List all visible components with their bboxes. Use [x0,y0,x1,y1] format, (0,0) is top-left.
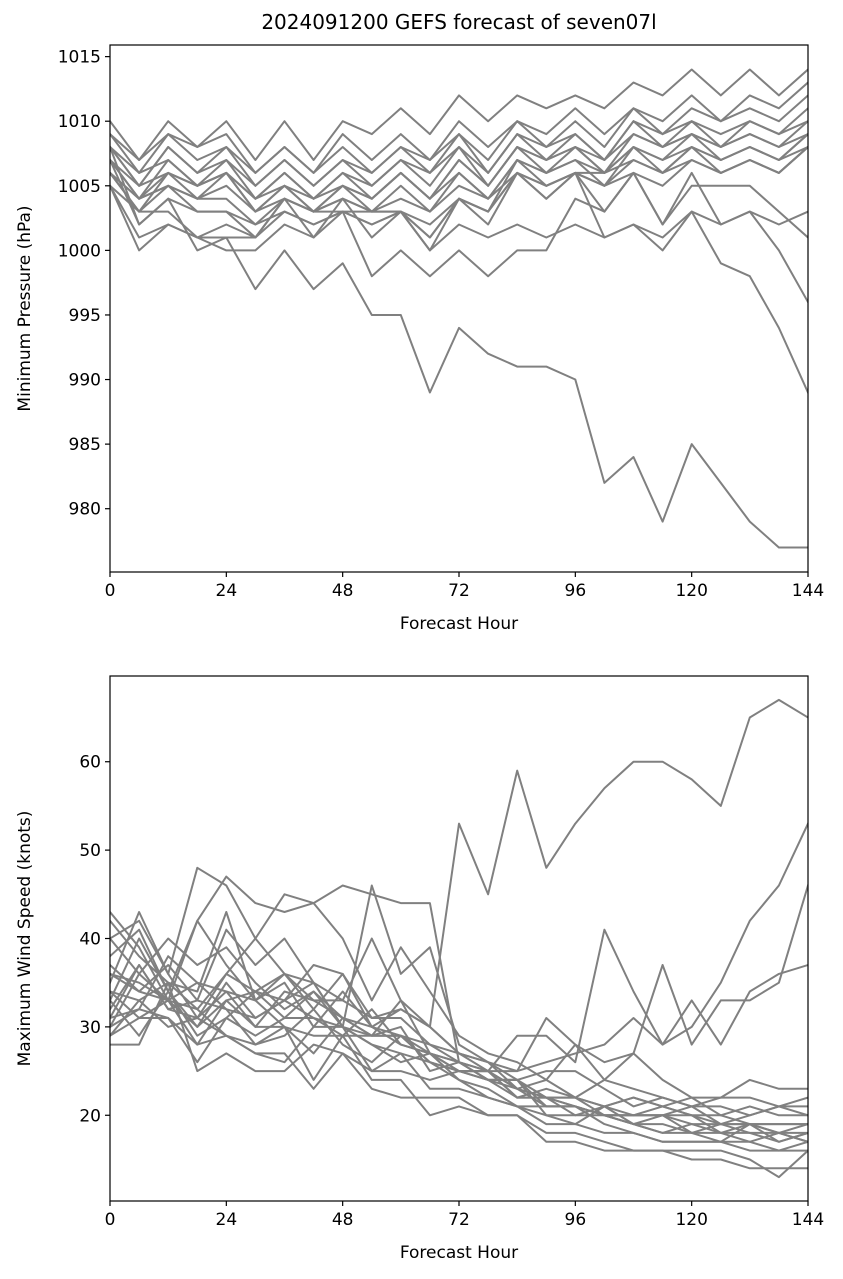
pressure-y-tick-label: 985 [69,435,101,455]
wind-series-17-line [110,981,808,1152]
pressure-y-axis-label: Minimum Pressure (hPa) [15,205,35,411]
wind-y-tick-label: 30 [79,1018,101,1038]
pressure-series-1-line [110,68,808,161]
pressure-series-group [110,68,808,549]
pressure-series-2-line [110,81,808,174]
pressure-series-17-line [110,184,808,252]
pressure-x-tick-label: 24 [216,581,238,601]
wind-x-tick-label: 0 [105,1210,116,1230]
pressure-x-tick-label: 144 [792,581,824,601]
wind-series-1-line [110,698,808,1028]
wind-series-3-line [110,866,808,1099]
pressure-x-tick-label: 72 [448,581,470,601]
pressure-series-15-line [110,171,808,394]
wind-y-tick-label: 20 [79,1106,101,1126]
wind-y-tick-label: 50 [79,841,101,861]
pressure-x-tick-label: 0 [105,581,116,601]
wind-series-11-line [110,972,808,1126]
pressure-series-16-line [110,171,808,304]
pressure-y-tick-label: 1000 [58,241,101,261]
pressure-x-axis-label: Forecast Hour [400,614,518,634]
wind-x-tick-label: 144 [792,1210,824,1230]
page-title: 2024091200 GEFS forecast of seven07l [261,10,657,34]
pressure-y-tick-label: 1010 [58,112,101,132]
wind-x-tick-label: 96 [565,1210,587,1230]
wind-series-19-line [110,990,808,1179]
pressure-x-tick-label: 120 [675,581,707,601]
wind-x-tick-label: 48 [332,1210,354,1230]
wind-x-tick-label: 24 [216,1210,238,1230]
wind-y-axis-label: Maximum Wind Speed (knots) [15,811,35,1067]
pressure-y-tick-label: 995 [69,306,101,326]
pressure-series-18-line [110,158,808,549]
pressure-panel: 0 24 48 72 96 120 144 980 985 990 995 1000 1005 1010 1… [15,44,824,634]
pressure-y-tick-label: 1005 [58,177,101,197]
pressure-x-tick-label: 96 [565,581,587,601]
pressure-x-tick-label: 48 [332,581,354,601]
wind-panel: 0 24 48 72 96 120 144 20 30 40 50 60 Forecast Hour Ma… [15,675,824,1263]
wind-series-group [110,698,808,1179]
pressure-y-tick-label: 980 [69,500,101,520]
wind-series-21-line [110,999,808,1143]
wind-x-tick-label: 72 [448,1210,470,1230]
wind-series-10-line [110,972,808,1126]
pressure-y-tick-label: 990 [69,371,101,391]
wind-y-tick-label: 40 [79,930,101,950]
wind-x-axis-label: Forecast Hour [400,1243,518,1263]
pressure-axes-frame [109,44,809,573]
pressure-y-tick-label: 1015 [58,48,101,68]
wind-y-tick-label: 60 [79,753,101,773]
pressure-series-7-line [110,132,808,200]
wind-series-9-line [110,937,808,1126]
wind-x-tick-label: 120 [675,1210,707,1230]
